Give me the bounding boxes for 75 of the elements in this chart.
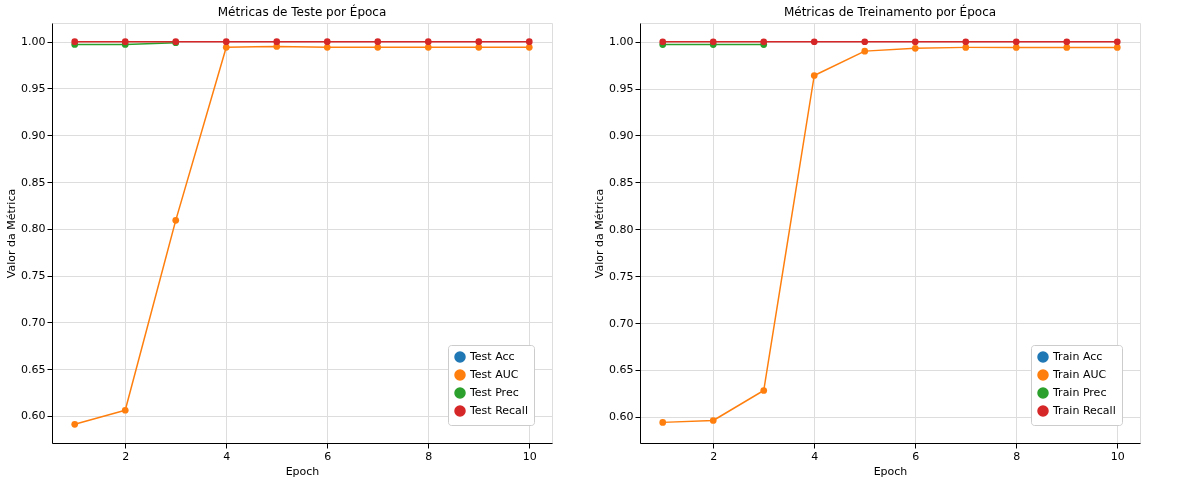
x-axis-title: Epoch [873,464,908,478]
y-axis-title: Valor da Métrica [593,188,607,279]
y-tick-label: 1.00 [21,35,46,49]
point [911,38,919,46]
point [962,44,970,51]
y-tick-label: 0.95 [21,81,46,95]
y-tick-label: 0.60 [21,409,46,423]
point [1012,38,1020,46]
x-tick-label: 6 [912,449,920,463]
legend-label: Test Acc [469,350,515,363]
y-tick-label: 0.80 [21,222,46,236]
legend-label: Test Prec [469,386,519,399]
point [71,420,79,428]
point [911,44,919,52]
point [121,406,129,414]
point [475,43,483,51]
y-tick-label: 0.60 [609,410,634,424]
chart-title: Métricas de Teste por Época [217,4,387,19]
y-tick-label: 0.65 [609,363,634,377]
y-tick-label: 1.00 [609,35,634,49]
point [659,419,667,426]
point [172,217,180,224]
y-tick-label: 0.90 [21,128,46,142]
point [962,38,970,46]
point [760,387,768,394]
point [861,47,869,55]
legend-label: Train AUC [1052,368,1107,381]
x-tick-label: 10 [1110,449,1125,463]
point [1063,44,1071,51]
point [709,417,717,424]
point [1012,44,1020,51]
point [1063,38,1071,46]
x-tick-label: 2 [122,449,130,463]
y-tick-label: 0.75 [609,269,634,283]
y-tick-label: 0.85 [609,175,634,189]
point [424,43,432,51]
point [323,43,331,51]
point [861,38,869,46]
x-tick-label: 4 [811,449,819,463]
point [323,38,331,46]
y-tick-label: 0.70 [609,316,634,330]
y-tick-label: 0.85 [21,175,46,189]
point [810,38,818,46]
point [475,38,483,46]
legend-label: Train Acc [1052,350,1103,363]
point [810,72,818,79]
point [222,38,230,46]
x-tick-label: 10 [522,449,537,463]
x-tick-label: 8 [425,449,433,463]
point [424,38,432,46]
x-axis-title: Epoch [285,464,320,478]
y-tick-label: 0.95 [609,82,634,96]
point [374,43,382,51]
y-tick-label: 0.80 [609,222,634,236]
point [1113,38,1121,46]
point [374,38,382,46]
x-tick-label: 2 [710,449,718,463]
legend-label: Train Prec [1052,386,1107,399]
y-tick-label: 0.90 [609,129,634,142]
y-tick-label: 0.70 [21,315,46,329]
chart-title: Métricas de Treinamento por Época [783,4,997,19]
point [525,43,533,51]
y-axis-title: Valor da Métrica [5,188,19,279]
x-tick-label: 6 [324,449,332,463]
x-tick-label: 8 [1013,449,1021,463]
point [1113,44,1121,51]
legend-label: Test Recall [469,404,528,417]
legend-label: Train Recall [1052,404,1116,417]
x-tick-label: 4 [223,449,231,463]
point [525,38,533,46]
y-tick-label: 0.75 [21,269,46,283]
y-tick-label: 0.65 [21,362,46,376]
point [222,43,230,51]
legend-label: Test AUC [469,368,519,381]
point [273,38,281,46]
